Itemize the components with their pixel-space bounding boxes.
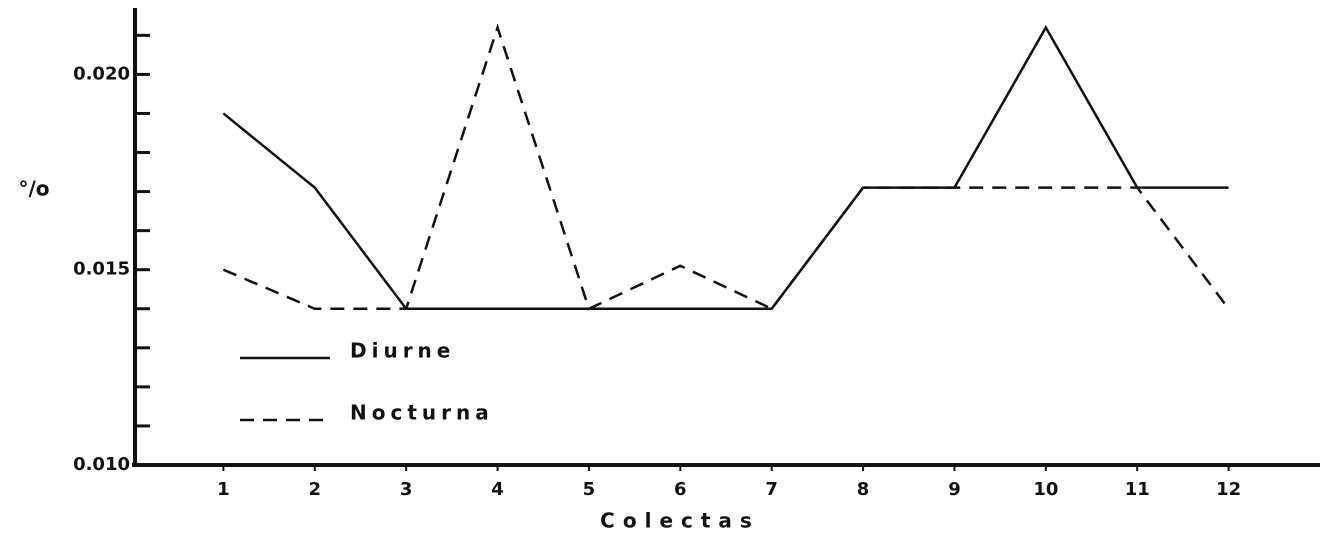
y-tick-label: 0.010 bbox=[73, 454, 130, 475]
series-line bbox=[222, 25, 1229, 311]
x-tick-label: 1 bbox=[217, 479, 230, 500]
x-tick-label: 7 bbox=[765, 479, 778, 500]
x-axis-label: Colectas bbox=[600, 509, 760, 533]
x-tick-label: 2 bbox=[309, 479, 322, 500]
x-tick-label: 6 bbox=[674, 479, 687, 500]
x-tick-label: 11 bbox=[1125, 479, 1150, 500]
x-tick-label: 12 bbox=[1216, 479, 1241, 500]
y-axis-label: °/o bbox=[18, 177, 49, 201]
x-tick-label: 5 bbox=[583, 479, 596, 500]
y-tick-label: 0.015 bbox=[73, 259, 130, 280]
x-tick-label: 8 bbox=[857, 479, 870, 500]
legend-label: Nocturna bbox=[350, 401, 494, 425]
x-tick-label: 4 bbox=[491, 479, 504, 500]
x-tick-label: 3 bbox=[400, 479, 413, 500]
legend-label: Diurne bbox=[350, 339, 455, 363]
series-line bbox=[222, 23, 1230, 311]
x-tick-label: 10 bbox=[1033, 479, 1058, 500]
x-tick-label: 9 bbox=[948, 479, 961, 500]
y-tick-label: 0.020 bbox=[73, 63, 130, 84]
